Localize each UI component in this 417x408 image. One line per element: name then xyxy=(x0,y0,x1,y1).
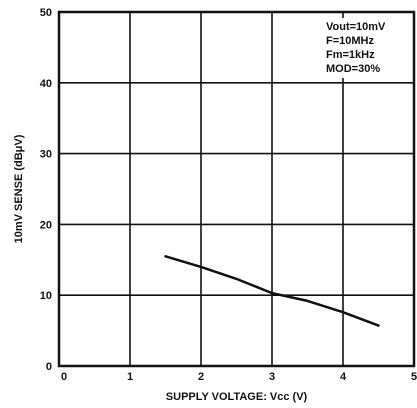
x-tick-label-2: 2 xyxy=(198,371,204,383)
annotation-mod: MOD=30% xyxy=(326,63,380,75)
x-tick-labels: 0 1 2 3 4 5 xyxy=(61,371,417,383)
x-tick-label-4: 4 xyxy=(340,371,347,383)
y-tick-label-2: 20 xyxy=(40,219,52,231)
sensitivity-curve xyxy=(164,255,380,327)
y-tick-label-1: 10 xyxy=(40,290,52,302)
annotation-vout: Vout=10mV xyxy=(326,21,386,33)
y-tick-label-4: 40 xyxy=(40,78,52,90)
x-tick-label-1: 1 xyxy=(127,371,133,383)
y-tick-labels: 0 10 20 30 40 50 xyxy=(40,7,52,373)
x-axis-label: SUPPLY VOLTAGE: Vcc (V) xyxy=(166,391,308,403)
x-tick-label-5: 5 xyxy=(411,371,417,383)
annotation-background xyxy=(322,18,411,78)
plot-frame xyxy=(57,10,416,368)
x-tick-label-3: 3 xyxy=(269,371,275,383)
x-tick-label-0: 0 xyxy=(61,371,67,383)
y-tick-label-0: 0 xyxy=(46,361,52,373)
annotation-box: Vout=10mV F=10MHz Fm=1kHz MOD=30% xyxy=(322,18,411,78)
y-tick-label-5: 50 xyxy=(40,7,52,19)
annotation-fm: Fm=1kHz xyxy=(326,49,375,61)
y-axis-label: 10mV SENSE (dBμV) xyxy=(13,134,25,243)
y-tick-label-3: 30 xyxy=(40,149,52,161)
annotation-frequency: F=10MHz xyxy=(326,35,374,47)
